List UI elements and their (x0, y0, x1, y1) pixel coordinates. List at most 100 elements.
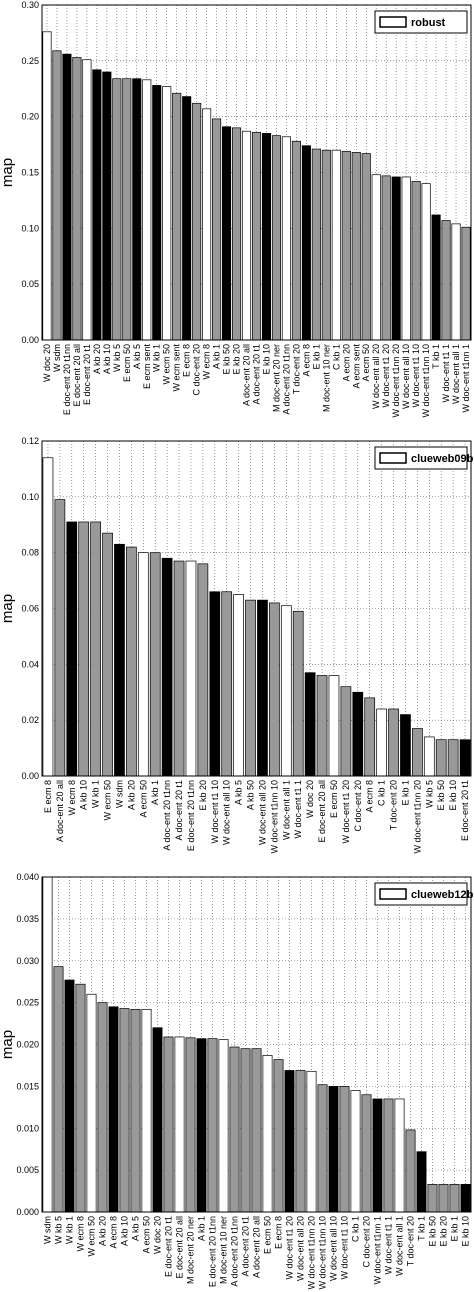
x-tick-label: A ecm 50 (138, 780, 148, 818)
x-tick-label: E kb 20 (439, 1216, 449, 1247)
x-tick-label: E kb 10 (448, 780, 458, 811)
y-tick-label: 0.06 (21, 604, 39, 614)
x-tick-label: W doc-ent t1 20 (285, 1216, 295, 1280)
x-tick-label: M doc-ent 20 ner (271, 344, 281, 412)
bar (232, 127, 242, 341)
bar (438, 1184, 449, 1213)
bar (431, 214, 441, 341)
x-tick-label: T kb 1 (417, 1216, 427, 1241)
x-tick-label: E doc-ent 20 all (72, 344, 82, 407)
bar (451, 223, 461, 341)
x-tick-label: A ecm 8 (109, 1216, 119, 1249)
bar (222, 126, 232, 341)
bar (64, 979, 75, 1213)
bar (262, 1055, 273, 1213)
bar (172, 92, 182, 341)
bar (130, 1008, 141, 1213)
bar (340, 686, 352, 777)
legend-swatch (379, 452, 407, 464)
legend-swatch (379, 16, 407, 28)
bar (209, 591, 221, 777)
x-tick-label: W sdm (114, 780, 124, 808)
x-tick-label: A doc-ent 20 t1nn (230, 1216, 240, 1287)
bar (341, 150, 351, 341)
bar (261, 133, 272, 341)
x-tick-label: W ecm 8 (76, 1216, 86, 1252)
bar (295, 1070, 306, 1213)
x-tick-label: E kb 20 (198, 780, 208, 811)
x-tick-label: W doc-ent t1nn 1 (373, 1216, 383, 1285)
x-tick-label: E kb 10 (461, 1216, 471, 1247)
x-tick-label: E kb 50 (222, 344, 232, 375)
x-tick-label: A doc-ent 20 t1 (241, 1216, 251, 1277)
bar (449, 1184, 460, 1213)
x-tick-label: E kb 1 (311, 344, 321, 370)
y-tick-label: 0.025 (16, 998, 39, 1008)
bar (339, 1086, 350, 1213)
x-tick-label: E ecm sent (142, 344, 152, 390)
bar (202, 108, 212, 341)
y-tick-label: 0.12 (21, 436, 39, 446)
x-tick-label: C doc-ent 20 (192, 344, 202, 396)
bar (321, 149, 331, 341)
x-tick-label: T kb 1 (431, 344, 441, 369)
x-tick-label: E doc-ent 20 t1nn (208, 1216, 218, 1287)
x-tick-label: E doc-ent 20 all (175, 1216, 185, 1279)
x-tick-label: A doc-ent 20 all (55, 780, 65, 842)
bar (251, 1048, 262, 1213)
bar (461, 226, 471, 341)
bar (229, 1046, 240, 1213)
y-tick-label: 0.04 (21, 659, 39, 669)
bar (173, 560, 185, 777)
x-tick-label: M doc-ent 20 ner (186, 1216, 196, 1284)
y-axis-label: map (0, 1030, 16, 1059)
bar (72, 57, 82, 341)
bar (54, 499, 66, 777)
x-tick-label: W kb 1 (152, 344, 162, 372)
bar (142, 79, 152, 341)
x-tick-label: M doc-ent 10 ner (219, 1216, 229, 1284)
bar (75, 983, 86, 1213)
y-tick-label: 0.25 (21, 56, 39, 66)
bar (90, 521, 101, 777)
x-tick-label: E doc-ent 20 t1nn (186, 780, 196, 851)
bar (92, 69, 102, 341)
bar (233, 594, 244, 777)
y-axis-label: map (0, 594, 16, 623)
bar (221, 591, 233, 777)
y-tick-label: 0.05 (21, 279, 39, 289)
x-tick-label: A kb 5 (132, 344, 142, 369)
bar (400, 714, 411, 777)
bar (351, 152, 361, 341)
y-tick-label: 0.15 (21, 168, 39, 178)
x-tick-label: W doc-ent t1 1 (384, 1216, 394, 1275)
bar (376, 708, 387, 777)
bar (86, 993, 97, 1213)
x-tick-label: W ecm sent (172, 344, 182, 392)
bar (241, 130, 252, 341)
x-tick-label: A kb 10 (102, 344, 112, 374)
y-tick-label: 0.005 (16, 1165, 39, 1175)
x-tick-label: W ecm 50 (162, 344, 172, 385)
x-tick-label: C kb 1 (351, 1216, 361, 1242)
bar (460, 1184, 471, 1213)
bar (245, 599, 256, 777)
bar (350, 1090, 361, 1213)
y-axis-label: map (0, 158, 16, 187)
y-tick-label: 0.035 (16, 914, 39, 924)
x-tick-label: A doc-ent 20 t1nn (281, 344, 291, 415)
x-tick-label: W doc-ent t1nn 20 (391, 344, 401, 418)
y-tick-label: 0.20 (21, 112, 39, 122)
x-tick-label: E ecm 50 (329, 780, 339, 818)
x-tick-label: C kb 1 (377, 780, 387, 806)
x-tick-label: W kb 5 (112, 344, 122, 372)
bar (269, 602, 280, 777)
x-tick-label: W doc-ent t1nn 20 (412, 780, 422, 854)
x-tick-label: A ecm 8 (301, 344, 311, 377)
x-tick-label: W doc-ent t1 10 (340, 1216, 350, 1280)
bar (161, 557, 173, 777)
y-tick-label: 0.040 (16, 872, 39, 882)
y-tick-label: 0.10 (21, 492, 39, 502)
x-tick-label: W sdm (43, 1216, 53, 1244)
